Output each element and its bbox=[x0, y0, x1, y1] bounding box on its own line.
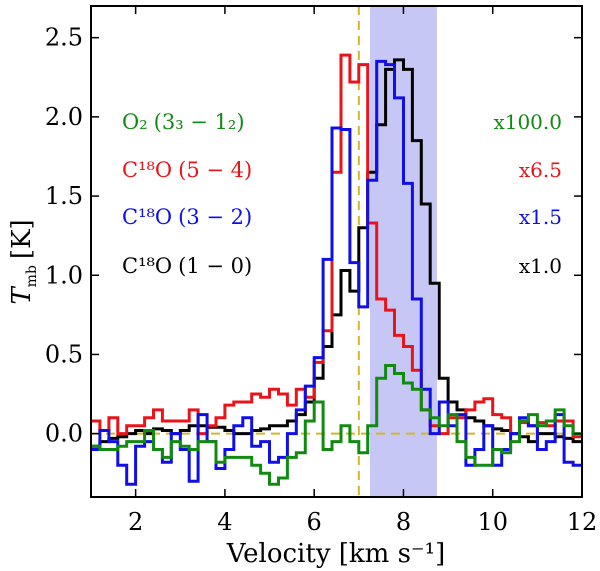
y-axis-label-subscript: mb bbox=[24, 265, 40, 287]
velocity-band-layer bbox=[369, 6, 437, 497]
legend-scale-factor-1: x6.5 bbox=[519, 158, 562, 182]
y-axis-label-symbol: T bbox=[7, 286, 37, 305]
plot-frame bbox=[90, 5, 583, 498]
x-tick-label: 6 bbox=[307, 508, 322, 536]
axes bbox=[90, 5, 583, 498]
series-c18o-5-4- bbox=[91, 53, 582, 439]
x-tick-label: 4 bbox=[217, 508, 232, 536]
legend-species: C¹⁸O bbox=[122, 158, 172, 182]
legend-scale-factor-2: x1.5 bbox=[519, 205, 562, 229]
legend-scale-factor-0: x100.0 bbox=[493, 110, 562, 134]
x-tick-label: 12 bbox=[567, 508, 598, 536]
y-axis-label: Tmb [K] bbox=[7, 219, 40, 304]
y-tick-label: 0.5 bbox=[45, 340, 83, 368]
legend-scale-factor-3: x1.0 bbox=[519, 254, 562, 278]
svg-text:Tmb[K]: Tmb [K] bbox=[7, 219, 40, 304]
y-tick-label: 0.0 bbox=[45, 420, 83, 448]
x-tick-label: 10 bbox=[477, 508, 508, 536]
legend-species: O₂ bbox=[122, 110, 148, 134]
y-tick-label: 1.5 bbox=[45, 182, 83, 210]
y-tick-label: 2.5 bbox=[45, 24, 83, 52]
reference-lines-layer bbox=[91, 6, 582, 497]
legend-species: C¹⁸O bbox=[122, 254, 172, 278]
legend-transition: (3 − 2) bbox=[178, 205, 252, 229]
series-c18o-1-0- bbox=[91, 58, 582, 448]
x-axis-label: Velocity [km s⁻¹] bbox=[226, 539, 445, 569]
y-tick-label: 1.0 bbox=[45, 261, 83, 289]
legend-entry-2: C¹⁸O (3 − 2) bbox=[122, 205, 252, 229]
x-tick-label: 2 bbox=[128, 508, 143, 536]
legend-entry-3: C¹⁸O (1 − 0) bbox=[122, 254, 252, 278]
legend-entry-0: O₂ (3₃ − 1₂) bbox=[122, 110, 245, 134]
shaded-velocity-band bbox=[369, 6, 437, 497]
y-tick-label: 2.0 bbox=[45, 103, 83, 131]
y-axis-label-unit: [K] bbox=[7, 219, 37, 259]
tick-labels: 2 4 6 8 10 12 0.0 0.5 1.0 1.5 2.0 2.5 bbox=[45, 24, 597, 536]
spectra-series-layer bbox=[91, 53, 582, 486]
legend-transition: (5 − 4) bbox=[178, 158, 252, 182]
x-tick-label: 8 bbox=[396, 508, 411, 536]
series-c18o-3-2- bbox=[91, 59, 582, 486]
legend-transition: (3₃ − 1₂) bbox=[154, 110, 245, 134]
legend-species: C¹⁸O bbox=[122, 205, 172, 229]
legend-transition: (1 − 0) bbox=[178, 254, 252, 278]
series-o2-3-3-1-2- bbox=[91, 364, 582, 486]
legend-entry-1: C¹⁸O (5 − 4) bbox=[122, 158, 252, 182]
